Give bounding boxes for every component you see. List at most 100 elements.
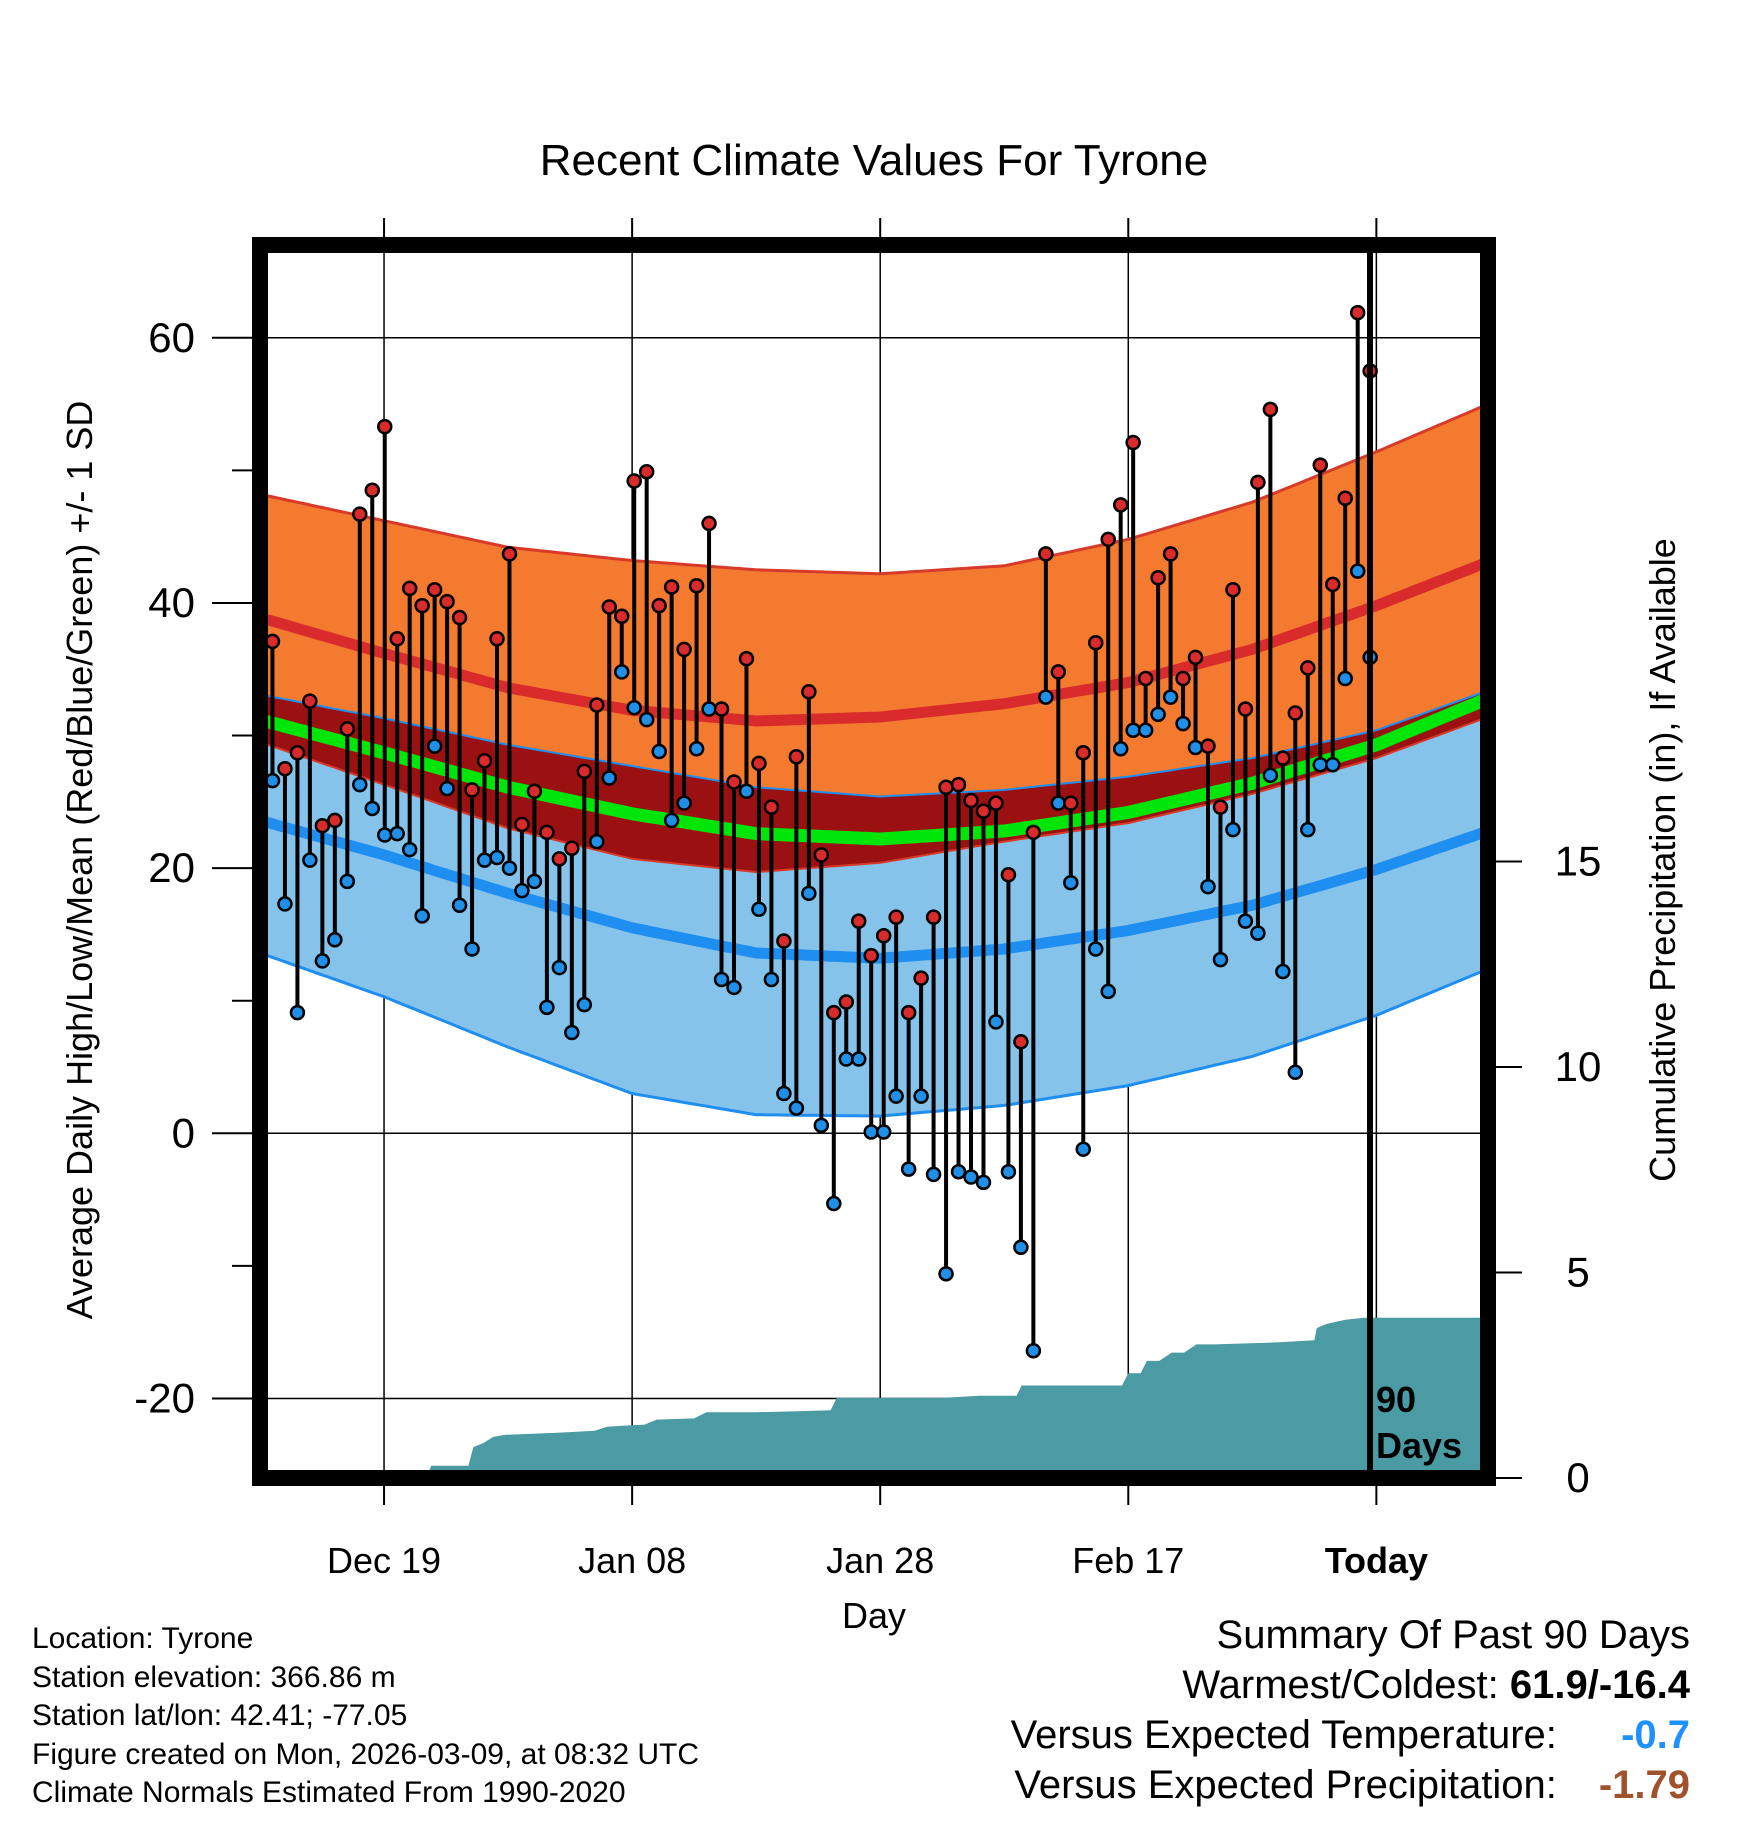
daily-low-point — [875, 1124, 892, 1140]
precipitation-area — [260, 1317, 1488, 1478]
daily-low-point — [414, 908, 430, 924]
daily-low-point — [1013, 1239, 1029, 1256]
daily-high-point — [1137, 670, 1154, 687]
daily-high-point — [1225, 581, 1241, 598]
daily-low-point — [339, 873, 356, 890]
warm-cold-row: Warmest/Coldest: 61.9/-16.4 — [1011, 1660, 1690, 1710]
daily-high-point — [888, 909, 904, 925]
daily-low-point — [751, 901, 767, 917]
daily-low-point — [1087, 941, 1104, 957]
high-sd-upper-edge — [260, 402, 1488, 576]
daily-high-point — [389, 631, 405, 647]
daily-low-point — [1212, 951, 1229, 968]
precip-row: Versus Expected Precipitation: -1.79 — [1011, 1760, 1690, 1810]
daily-low-point — [1287, 1064, 1304, 1081]
daily-high-point — [1337, 490, 1353, 506]
daily-high-point — [1087, 634, 1104, 651]
x-tick-label: Jan 28 — [826, 1540, 934, 1581]
daily-low-point — [364, 800, 381, 817]
daily-high-point — [963, 792, 979, 809]
daily-high-point — [651, 597, 667, 614]
daily-low-point — [464, 941, 480, 957]
daily-high-point — [701, 515, 717, 532]
daily-high-point — [401, 580, 418, 597]
daily-high-point — [950, 776, 967, 793]
daily-low-point — [838, 1051, 855, 1067]
daily-low-point — [401, 841, 418, 858]
daily-high-point — [1324, 576, 1341, 593]
y2-tick-label: 15 — [1555, 838, 1602, 885]
daily-high-point — [1300, 660, 1316, 676]
daily-low-point — [900, 1161, 917, 1177]
daily-points — [260, 304, 1378, 1359]
y2-tick-label: 5 — [1566, 1249, 1589, 1296]
daily-low-point — [601, 770, 618, 786]
daily-low-point — [1038, 689, 1054, 705]
daily-high-point — [663, 579, 680, 595]
daily-high-point — [564, 840, 580, 856]
daily-low-point — [327, 931, 343, 948]
y-axis-label: Average Daily High/Low/Mean (Red/Blue/Gr… — [59, 401, 100, 1320]
warm-cold-value: 61.9/-16.4 — [1509, 1663, 1690, 1707]
daily-high-point — [1075, 745, 1092, 761]
daily-low-point — [1337, 670, 1353, 687]
daily-low-point — [701, 701, 717, 717]
daily-low-point — [1137, 722, 1154, 738]
daily-high-point — [1100, 531, 1116, 548]
daily-high-point — [988, 795, 1004, 811]
daily-low-point — [564, 1024, 580, 1041]
location-text: Location: Tyrone — [32, 1622, 254, 1655]
precip-label: Versus Expected Precipitation: — [1014, 1763, 1557, 1807]
daily-high-point — [339, 721, 356, 737]
daily-high-point — [1112, 497, 1129, 513]
daily-low-point — [738, 783, 755, 799]
daily-high-point — [526, 783, 543, 799]
daily-high-point — [838, 994, 855, 1010]
daily-high-point — [1050, 664, 1067, 680]
daily-high-point — [801, 684, 817, 700]
daily-low-point — [476, 852, 493, 868]
daily-high-point — [875, 927, 892, 944]
precip-fill — [260, 1317, 1488, 1478]
daily-low-point — [813, 1117, 830, 1134]
precip-value: -1.79 — [1598, 1763, 1690, 1807]
y-tick-label: 60 — [148, 314, 195, 361]
daily-low-point — [850, 1051, 867, 1067]
daily-high-point — [1013, 1034, 1029, 1050]
daily-high-point — [776, 933, 792, 949]
daily-high-point — [863, 947, 879, 964]
daily-high-point — [1162, 546, 1179, 562]
daily-high-point — [688, 577, 705, 594]
daily-low-point — [1162, 689, 1179, 705]
daily-high-point — [850, 913, 867, 929]
daily-high-point — [713, 701, 730, 717]
daily-high-point — [364, 482, 381, 499]
daily-high-point — [1349, 304, 1366, 321]
y-tick-label: -20 — [134, 1374, 195, 1421]
latlon-text: Station lat/lon: 42.41; -77.05 — [32, 1699, 408, 1732]
daily-high-point — [1237, 701, 1254, 717]
daily-high-point — [589, 697, 605, 713]
y2-tick-label: 10 — [1555, 1043, 1602, 1090]
daily-low-point — [1187, 739, 1204, 756]
daily-high-point — [501, 546, 518, 562]
daily-low-point — [726, 979, 742, 996]
normals-text: Climate Normals Estimated From 1990-2020 — [32, 1776, 626, 1809]
daily-high-point — [476, 752, 493, 769]
y2-axis-label: Cumulative Precipitation (in), If Availa… — [1642, 538, 1683, 1182]
daily-low-point — [277, 896, 293, 912]
daily-high-point — [551, 851, 568, 867]
daily-high-point — [1250, 474, 1266, 491]
temp-row: Versus Expected Temperature: -0.7 — [1011, 1710, 1690, 1760]
daily-low-point — [1250, 925, 1266, 941]
daily-low-point — [913, 1088, 929, 1104]
daily-low-point — [576, 996, 593, 1013]
daily-high-point — [1262, 401, 1279, 418]
daily-high-point — [1312, 457, 1329, 473]
daily-high-point — [376, 418, 393, 435]
today-marker-label: 90 Days — [1376, 1379, 1462, 1466]
daily-high-point — [751, 755, 767, 772]
daily-high-point — [676, 641, 692, 658]
daily-high-point — [638, 463, 655, 480]
